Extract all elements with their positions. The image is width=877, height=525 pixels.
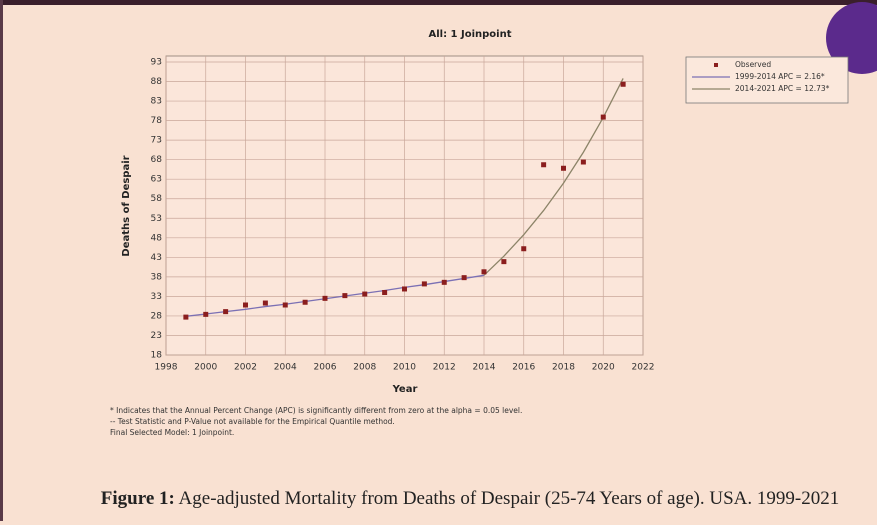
observed-point xyxy=(561,165,566,171)
y-tick-label: 18 xyxy=(151,351,163,361)
x-tick-label: 2016 xyxy=(512,363,535,373)
observed-point xyxy=(620,81,626,87)
y-tick-label: 28 xyxy=(151,311,163,321)
left-border xyxy=(0,0,3,521)
observed-point xyxy=(521,246,527,252)
y-tick-label: 38 xyxy=(151,272,163,282)
y-tick-label: 93 xyxy=(151,58,162,68)
y-tick-label: 78 xyxy=(151,116,163,126)
figure-caption: Figure 1: Age-adjusted Mortality from De… xyxy=(101,488,839,509)
footnote: * Indicates that the Annual Percent Chan… xyxy=(110,406,522,415)
top-border xyxy=(0,0,877,5)
caption-text: Age-adjusted Mortality from Deaths of De… xyxy=(175,488,839,509)
y-tick-label: 53 xyxy=(151,214,162,224)
legend-marker xyxy=(714,63,718,67)
y-tick-label: 83 xyxy=(151,97,162,107)
observed-point xyxy=(441,279,447,285)
x-tick-label: 2020 xyxy=(592,363,615,373)
observed-point xyxy=(580,159,586,165)
y-tick-label: 43 xyxy=(151,253,162,263)
y-tick-label: 73 xyxy=(151,136,162,146)
x-axis-label: Year xyxy=(392,384,418,395)
x-tick-label: 2014 xyxy=(473,363,496,373)
x-tick-label: 2012 xyxy=(433,363,456,373)
x-tick-label: 2004 xyxy=(274,363,297,373)
footnote: -- Test Statistic and P-Value not availa… xyxy=(110,417,395,426)
y-tick-label: 58 xyxy=(151,194,163,204)
observed-point xyxy=(243,302,248,308)
x-tick-label: 2000 xyxy=(194,363,217,373)
legend-label: Observed xyxy=(735,60,771,69)
x-tick-label: 2010 xyxy=(393,363,416,373)
fit-line xyxy=(483,78,624,276)
observed-point xyxy=(223,309,229,315)
observed-point xyxy=(342,293,348,299)
observed-point xyxy=(302,299,308,305)
observed-point xyxy=(461,275,467,281)
y-tick-label: 33 xyxy=(151,292,162,302)
chart-title: All: 1 Joinpoint xyxy=(428,29,511,40)
legend-box xyxy=(685,56,849,104)
observed-point xyxy=(501,259,507,265)
caption-label: Figure 1: xyxy=(101,488,175,509)
logo xyxy=(826,2,877,74)
observed-point xyxy=(282,302,288,308)
x-tick-label: 2022 xyxy=(632,363,655,373)
observed-point xyxy=(541,162,547,168)
observed-point xyxy=(382,289,388,295)
x-tick-label: 2018 xyxy=(552,363,575,373)
footnote: Final Selected Model: 1 Joinpoint. xyxy=(110,428,234,437)
observed-point xyxy=(402,286,407,292)
observed-point xyxy=(362,291,368,297)
observed-point xyxy=(481,269,487,275)
observed-point xyxy=(262,300,268,306)
x-tick-label: 2006 xyxy=(314,363,337,373)
x-tick-label: 2002 xyxy=(234,363,257,373)
y-axis-label: Deaths of Despair xyxy=(121,155,132,256)
legend-label: 1999-2014 APC = 2.16* xyxy=(735,72,825,81)
observed-point xyxy=(421,281,427,287)
x-tick-label: 2008 xyxy=(353,363,376,373)
y-tick-label: 48 xyxy=(151,233,163,243)
y-tick-label: 68 xyxy=(151,155,163,165)
y-tick-label: 63 xyxy=(151,175,162,185)
y-tick-label: 23 xyxy=(151,331,162,341)
observed-point xyxy=(203,311,209,317)
observed-point xyxy=(600,114,606,120)
x-tick-label: 1998 xyxy=(155,363,178,373)
observed-point xyxy=(322,295,328,301)
legend-label: 2014-2021 APC = 12.73* xyxy=(735,84,830,93)
observed-point xyxy=(183,314,189,320)
y-tick-label: 88 xyxy=(151,77,163,87)
fit-line xyxy=(185,274,485,317)
